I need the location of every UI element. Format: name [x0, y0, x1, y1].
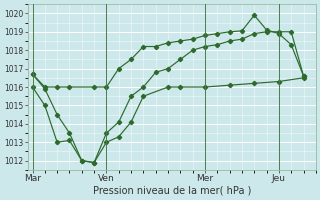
- X-axis label: Pression niveau de la mer( hPa ): Pression niveau de la mer( hPa ): [92, 186, 251, 196]
